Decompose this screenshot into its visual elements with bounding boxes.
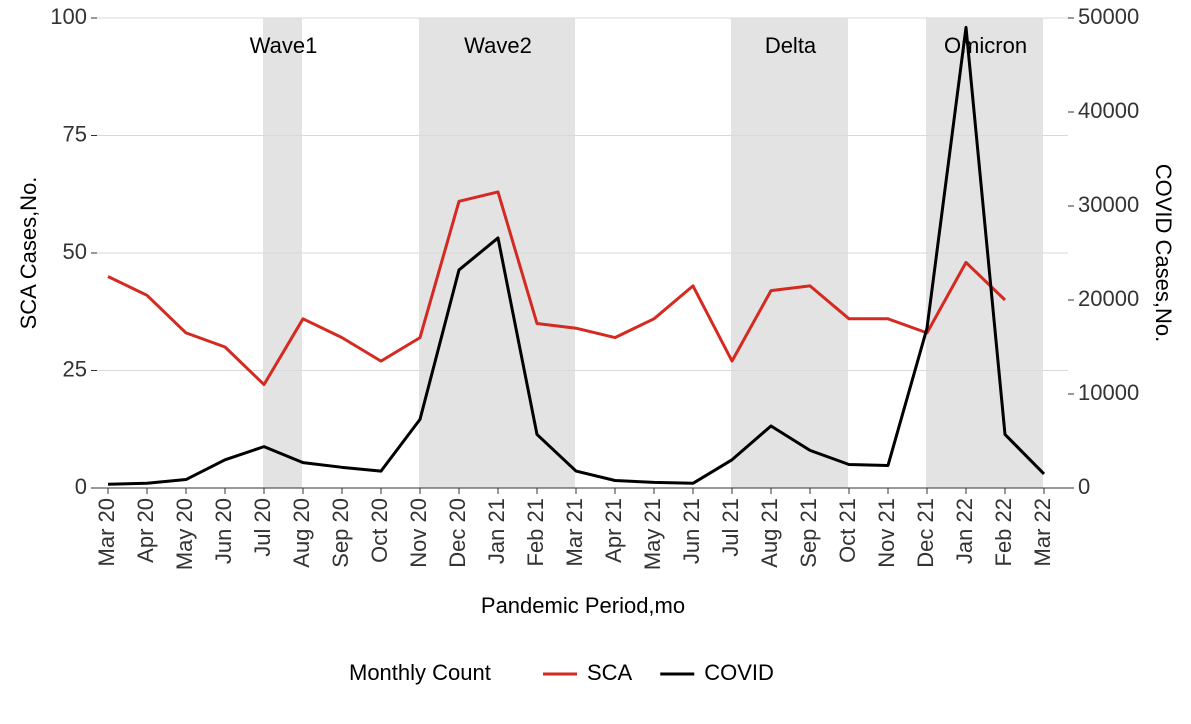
y-tick-label: 100 <box>50 4 87 29</box>
x-tick-label: Oct 20 <box>367 498 392 563</box>
x-tick-label: Jul 21 <box>718 498 743 557</box>
y2-tick-label: 20000 <box>1078 286 1139 311</box>
x-tick-label: Dec 21 <box>913 498 938 568</box>
x-tick-label: Mar 22 <box>1030 498 1055 566</box>
y-tick-label: 25 <box>63 356 87 381</box>
x-tick-label: Feb 21 <box>523 498 548 567</box>
y-tick-label: 75 <box>63 121 87 146</box>
x-tick-label: Jun 20 <box>211 498 236 564</box>
legend-label: SCA <box>587 660 633 685</box>
x-tick-label: Jun 21 <box>679 498 704 564</box>
series-line <box>107 25 1046 486</box>
legend-label: COVID <box>704 660 774 685</box>
y2-axis-title: COVID Cases,No. <box>1151 164 1176 343</box>
x-tick-label: Dec 20 <box>445 498 470 568</box>
x-tick-label: Oct 21 <box>835 498 860 563</box>
y2-tick-label: 40000 <box>1078 98 1139 123</box>
x-axis-title: Pandemic Period,mo <box>481 593 685 618</box>
x-tick-label: Mar 20 <box>94 498 119 566</box>
y2-tick-label: 30000 <box>1078 192 1139 217</box>
y-axis-title: SCA Cases,No. <box>16 177 41 330</box>
period-label: Delta <box>765 33 817 58</box>
x-tick-label: Nov 21 <box>874 498 899 568</box>
legend-title: Monthly Count <box>349 660 491 685</box>
y2-tick-label: 10000 <box>1078 380 1139 405</box>
x-tick-label: Sep 20 <box>328 498 353 568</box>
y-tick-label: 0 <box>75 474 87 499</box>
x-tick-label: May 20 <box>172 498 197 570</box>
period-label: Wave1 <box>250 33 318 58</box>
x-tick-label: Nov 20 <box>406 498 431 568</box>
x-tick-label: Aug 20 <box>289 498 314 568</box>
y2-tick-label: 0 <box>1078 474 1090 499</box>
x-tick-label: Sep 21 <box>796 498 821 568</box>
period-label: Wave2 <box>464 33 532 58</box>
x-tick-label: Jan 21 <box>484 498 509 564</box>
x-tick-label: Mar 21 <box>562 498 587 566</box>
series-line <box>107 190 1007 387</box>
y-tick-label: 50 <box>63 239 87 264</box>
x-tick-label: Apr 21 <box>601 498 626 563</box>
period-label: Omicron <box>944 33 1027 58</box>
x-tick-label: Apr 20 <box>133 498 158 563</box>
x-tick-label: Jul 20 <box>250 498 275 557</box>
x-tick-label: Jan 22 <box>952 498 977 564</box>
x-tick-label: Aug 21 <box>757 498 782 568</box>
x-tick-label: May 21 <box>640 498 665 570</box>
y2-tick-label: 50000 <box>1078 4 1139 29</box>
x-tick-label: Feb 22 <box>991 498 1016 567</box>
